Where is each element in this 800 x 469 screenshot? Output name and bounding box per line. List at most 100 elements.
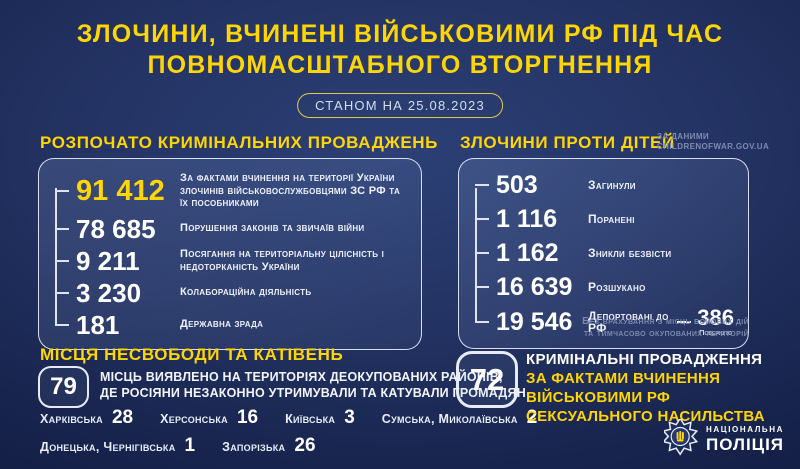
- stat-extra-label: Повернуто: [699, 328, 733, 337]
- stat-value: 78 685: [76, 213, 156, 244]
- stat-extra-value: 386: [697, 305, 734, 330]
- stat-value: 1 116: [496, 205, 558, 233]
- region-item: Донецька, Чернігівська 1: [40, 435, 195, 457]
- region-item: Запорізька 26: [222, 435, 315, 457]
- stat-value: 19 546: [496, 308, 573, 337]
- detention-count-badge: 79: [38, 366, 89, 408]
- children-data-source-line1: ЗА ДАНИМИ: [657, 132, 710, 141]
- stat-row: 9 211 Посягання на територіальну цілісні…: [52, 248, 407, 274]
- proceedings-box: 91 412 За фактами вчинення на території …: [38, 158, 422, 350]
- children-crimes-section-header: ЗЛОЧИНИ ПРОТИ ДІТЕЙ: [460, 133, 675, 152]
- stat-label: Загинули: [588, 177, 636, 192]
- children-footnote-line2: та тимчасово окупованих територій: [583, 328, 749, 339]
- national-police-logo: НАЦІОНАЛЬНА ПОЛІЦІЯ: [662, 417, 784, 461]
- stat-value: 3 230: [76, 277, 142, 308]
- region-value: 1: [184, 435, 196, 456]
- region-value: 28: [111, 407, 134, 428]
- bracket-tick: [475, 286, 489, 288]
- police-logo-text: НАЦІОНАЛЬНА ПОЛІЦІЯ: [706, 425, 784, 455]
- page-title: ЗЛОЧИНИ, ВЧИНЕНІ ВІЙСЬКОВИМИ РФ ПІД ЧАС …: [0, 19, 800, 81]
- region-item: Харківська 28: [40, 407, 133, 429]
- stat-label: Розшукано: [588, 279, 646, 294]
- children-footnote: Без врахування з місць бойових дій та ти…: [582, 316, 749, 340]
- stat-row: 91 412 За фактами вчинення на території …: [52, 172, 407, 210]
- children-data-source: ЗА ДАНИМИ CHILDRENOFWAR.GOV.UA: [657, 132, 769, 151]
- stat-row: 1 162 Зникли безвісти: [472, 240, 734, 266]
- region-value: 26: [294, 435, 316, 456]
- sexual-violence-line1: КРИМІНАЛЬНІ ПРОВАДЖЕННЯ: [526, 351, 763, 368]
- proceedings-section-header: РОЗПОЧАТО КРИМІНАЛЬНИХ ПРОВАДЖЕНЬ: [40, 133, 438, 152]
- stat-label: Державна зрада: [180, 318, 264, 331]
- stat-value: 1 162: [496, 239, 559, 267]
- region-item: Херсонська 16: [160, 407, 258, 429]
- bracket-line: [55, 188, 57, 324]
- region-value: 2: [526, 407, 538, 428]
- bracket-tick: [475, 184, 489, 186]
- bracket-tick: [55, 189, 69, 192]
- children-data-source-line2: CHILDRENOFWAR.GOV.UA: [657, 141, 770, 151]
- children-crimes-box: 503 Загинули 1 116 Поранені 1 162 Зникли…: [458, 158, 749, 349]
- proceedings-rows: 91 412 За фактами вчинення на території …: [52, 172, 407, 338]
- page-title-line2: ПОВНОМАСШТАБНОГО ВТОРГНЕННЯ: [147, 51, 653, 79]
- stat-row: 78 685 Порушення законів та звичаїв війн…: [52, 216, 407, 242]
- children-footnote-line1: Без врахування з місць бойових дій: [582, 316, 749, 327]
- stat-row: 1 116 Поранені: [472, 206, 734, 232]
- stat-value: 16 639: [496, 273, 573, 301]
- stat-row: 503 Загинули: [472, 172, 734, 198]
- region-name: Запорізька: [222, 440, 286, 454]
- stat-label: Зникли безвісти: [588, 245, 672, 260]
- sexual-violence-line3: ВІЙСЬКОВИМИ РФ: [526, 389, 671, 406]
- stat-row: 19 546 Депортовані до РФ 386 Повернуто: [472, 305, 734, 337]
- stat-label: Поранені: [588, 211, 635, 226]
- sexual-violence-line4: СЕКСУАЛЬНОГО НАСИЛЬСТВА: [526, 408, 765, 425]
- region-row: Донецька, Чернігівська 1 Запорізька 26: [40, 435, 537, 457]
- stat-label: За фактами вчинення на території України…: [180, 172, 401, 209]
- region-value: 3: [344, 407, 355, 428]
- as-of-date-badge: СТАНОМ НА 25.08.2023: [297, 93, 503, 118]
- stat-value: 503: [496, 171, 538, 199]
- bracket-tick: [475, 218, 489, 220]
- detention-section-header: МІСЦЯ НЕСВОБОДИ ТА КАТІВЕНЬ: [40, 345, 344, 364]
- region-item: Київська 3: [285, 407, 355, 429]
- bracket-tick: [55, 291, 69, 294]
- stat-row: 181 Державна зрада: [52, 312, 407, 338]
- stat-value: 9 211: [76, 245, 140, 276]
- stat-value: 181: [76, 309, 120, 340]
- bracket-line: [475, 188, 477, 323]
- bracket-tick: [55, 259, 69, 262]
- region-name: Сумська, Миколаївська: [381, 412, 518, 426]
- region-name: Херсонська: [160, 412, 228, 426]
- region-value: 16: [236, 407, 259, 428]
- region-name: Київська: [285, 412, 336, 426]
- stat-label: Посягання на територіальну цілісність і …: [180, 248, 385, 273]
- stat-extra: 386 Повернуто: [697, 305, 734, 337]
- stat-label: Депортовані до РФ: [588, 308, 669, 336]
- region-row: Харківська 28 Херсонська 16 Київська 3 С…: [40, 407, 537, 429]
- bracket-tick: [475, 321, 489, 324]
- bracket-tick: [55, 323, 69, 326]
- region-name: Харківська: [40, 412, 103, 426]
- police-logo-line2: ПОЛІЦІЯ: [706, 435, 785, 454]
- stat-row: 3 230 Колабораційна діяльність: [52, 280, 407, 306]
- stat-label: Колабораційна діяльність: [180, 286, 312, 299]
- stat-row: 16 639 Розшукано: [472, 274, 734, 300]
- bracket-tick: [475, 252, 489, 254]
- detention-description: МІСЦЬ ВИЯВЛЕНО НА ТЕРИТОРІЯХ ДЕОКУПОВАНИ…: [100, 369, 526, 401]
- region-stats: Харківська 28 Херсонська 16 Київська 3 С…: [40, 407, 537, 463]
- connector-dash: [677, 321, 692, 324]
- page-title-line1: ЗЛОЧИНИ, ВЧИНЕНІ ВІЙСЬКОВИМИ РФ ПІД ЧАС: [76, 20, 724, 48]
- stat-value: 91 412: [76, 174, 165, 207]
- detention-description-line1: МІСЦЬ ВИЯВЛЕНО НА ТЕРИТОРІЯХ ДЕОКУПОВАНИ…: [100, 370, 503, 384]
- police-logo-line1: НАЦІОНАЛЬНА: [706, 425, 785, 434]
- bracket-tick: [55, 227, 69, 230]
- sexual-violence-line2: ЗА ФАКТАМИ ВЧИНЕННЯ: [526, 370, 721, 387]
- detention-description-line2: ДЕ РОСІЯНИ НЕЗАКОННО УТРИМУВАЛИ ТА КАТУВ…: [100, 386, 526, 400]
- police-badge-icon: [662, 417, 699, 461]
- children-rows: 503 Загинули 1 116 Поранені 1 162 Зникли…: [472, 172, 734, 337]
- sexual-violence-count-badge: 72: [456, 351, 518, 408]
- sexual-violence-text: КРИМІНАЛЬНІ ПРОВАДЖЕННЯ ЗА ФАКТАМИ ВЧИНЕ…: [526, 350, 765, 426]
- region-name: Донецька, Чернігівська: [40, 440, 176, 454]
- stat-label: Порушення законів та звичаїв війни: [180, 222, 365, 235]
- region-item: Сумська, Миколаївська 2: [382, 407, 537, 429]
